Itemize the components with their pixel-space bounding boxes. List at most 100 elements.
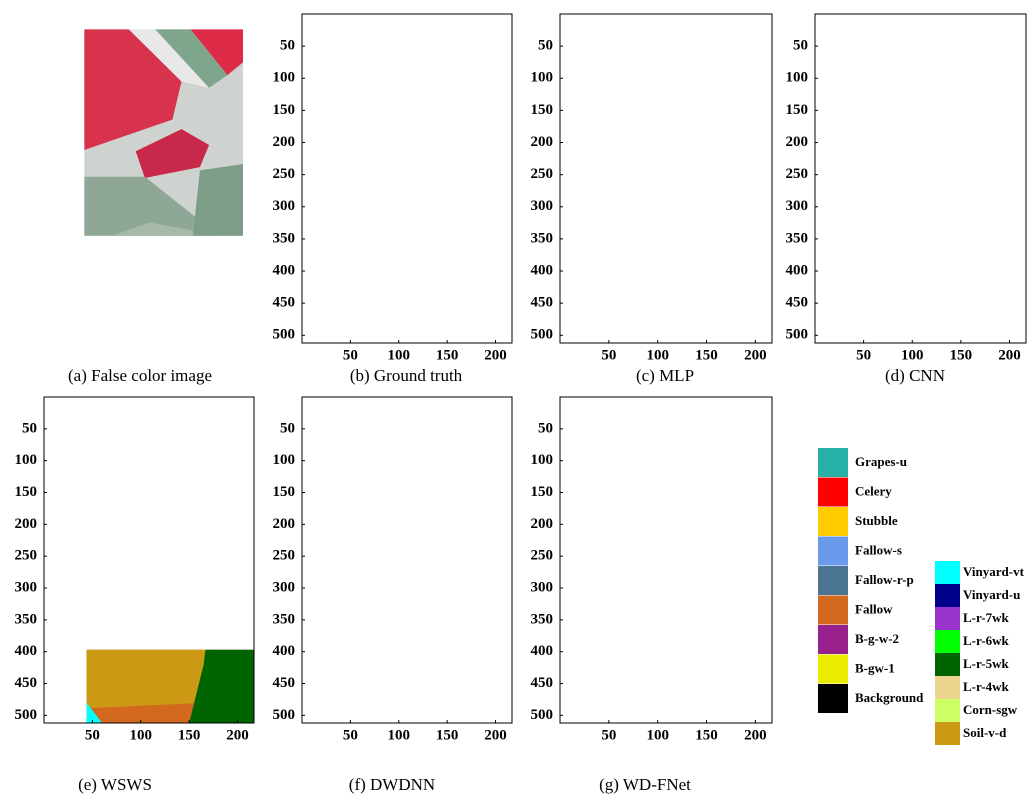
axes-box — [815, 14, 1026, 343]
class-region — [560, 589, 672, 640]
x-tick-label: 50 — [343, 727, 358, 743]
x-tick-label: 200 — [744, 347, 767, 363]
class-region — [302, 560, 394, 591]
legend-swatch — [818, 566, 848, 595]
class-region — [667, 397, 755, 475]
class-region — [560, 467, 697, 556]
class-region — [228, 397, 254, 429]
y-tick-label: 250 — [273, 548, 296, 564]
class-region — [44, 560, 136, 591]
class-region — [302, 85, 437, 175]
y-tick-label: 400 — [786, 262, 809, 278]
class-region — [667, 14, 755, 92]
class-region — [961, 14, 1026, 78]
x-tick-label: 50 — [856, 347, 871, 363]
y-tick-label: 300 — [273, 579, 296, 595]
legend-label: Corn-sgw — [963, 702, 1018, 717]
legend-swatch — [818, 625, 848, 654]
y-tick-label: 200 — [786, 134, 809, 150]
y-tick-label: 400 — [531, 643, 554, 659]
class-region — [394, 126, 474, 175]
y-tick-label: 450 — [786, 295, 809, 311]
legend-swatch — [935, 699, 960, 722]
class-region — [895, 14, 992, 110]
legend-label: L-r-7wk — [963, 610, 1010, 625]
class-region — [619, 397, 719, 500]
class-region — [302, 573, 399, 601]
x-tick-label: 50 — [343, 347, 358, 363]
y-tick-label: 300 — [531, 198, 554, 214]
y-tick-label: 500 — [786, 327, 809, 343]
legend-swatch — [935, 653, 960, 676]
x-tick-label: 200 — [744, 727, 767, 743]
y-tick-label: 150 — [531, 102, 554, 118]
class-region — [302, 317, 360, 343]
x-tick-label: 100 — [388, 347, 411, 363]
class-region — [302, 221, 486, 330]
class-region — [302, 208, 413, 259]
y-tick-label: 200 — [531, 516, 554, 532]
y-tick-label: 50 — [22, 420, 37, 436]
y-tick-label: 350 — [273, 611, 296, 627]
y-tick-label: 50 — [280, 38, 295, 54]
panel-caption: (c) MLP — [636, 366, 694, 385]
y-tick-label: 50 — [280, 420, 295, 436]
y-tick-label: 100 — [786, 70, 809, 86]
class-region — [102, 397, 201, 500]
class-region — [560, 541, 653, 577]
class-region — [189, 397, 254, 461]
y-tick-label: 150 — [273, 102, 296, 118]
class-region — [560, 397, 772, 723]
y-tick-label: 400 — [273, 643, 296, 659]
x-tick-label: 200 — [998, 347, 1021, 363]
x-tick-label: 150 — [695, 727, 718, 743]
class-region — [815, 191, 912, 219]
class-region — [150, 397, 237, 475]
y-tick-label: 100 — [531, 70, 554, 86]
class-region — [44, 541, 136, 577]
y-tick-label: 400 — [15, 643, 38, 659]
class-region — [815, 179, 907, 210]
map-image — [302, 14, 512, 343]
legend-label: B-gw-1 — [855, 660, 895, 675]
x-tick-label: 100 — [388, 727, 411, 743]
class-region — [922, 14, 1010, 92]
axes-box — [560, 397, 772, 723]
class-region — [560, 208, 672, 259]
x-tick-label: 50 — [85, 727, 100, 743]
x-tick-label: 150 — [950, 347, 973, 363]
y-tick-label: 150 — [15, 484, 38, 500]
class-region — [746, 14, 772, 46]
class-region — [653, 126, 734, 175]
class-region — [302, 14, 512, 343]
y-tick-label: 250 — [531, 166, 554, 182]
legend-label: B-g-w-2 — [855, 631, 899, 646]
panel-caption: (f) DWDNN — [349, 775, 435, 794]
class-region — [560, 191, 658, 219]
panel-caption: (e) WSWS — [78, 775, 152, 794]
class-region — [560, 573, 658, 601]
y-tick-label: 450 — [273, 295, 296, 311]
x-tick-label: 150 — [436, 347, 459, 363]
class-region — [815, 317, 873, 343]
y-tick-label: 150 — [531, 484, 554, 500]
class-region — [44, 582, 146, 611]
map-image — [815, 14, 1026, 343]
y-tick-label: 100 — [273, 452, 296, 468]
class-region — [302, 541, 394, 577]
figure: (a) False color image5010015020025030035… — [0, 0, 1033, 801]
class-region — [413, 549, 466, 588]
legend-label: L-r-4wk — [963, 679, 1010, 694]
class-region — [302, 602, 486, 710]
y-tick-label: 500 — [273, 707, 296, 723]
y-tick-label: 50 — [538, 420, 553, 436]
class-region — [302, 200, 404, 230]
class-region — [486, 14, 512, 46]
y-tick-label: 50 — [538, 38, 553, 54]
legend-swatch — [935, 630, 960, 653]
class-region — [560, 200, 663, 230]
y-tick-label: 500 — [531, 327, 554, 343]
class-region — [560, 85, 697, 175]
class-region — [672, 167, 726, 207]
y-tick-label: 350 — [531, 611, 554, 627]
